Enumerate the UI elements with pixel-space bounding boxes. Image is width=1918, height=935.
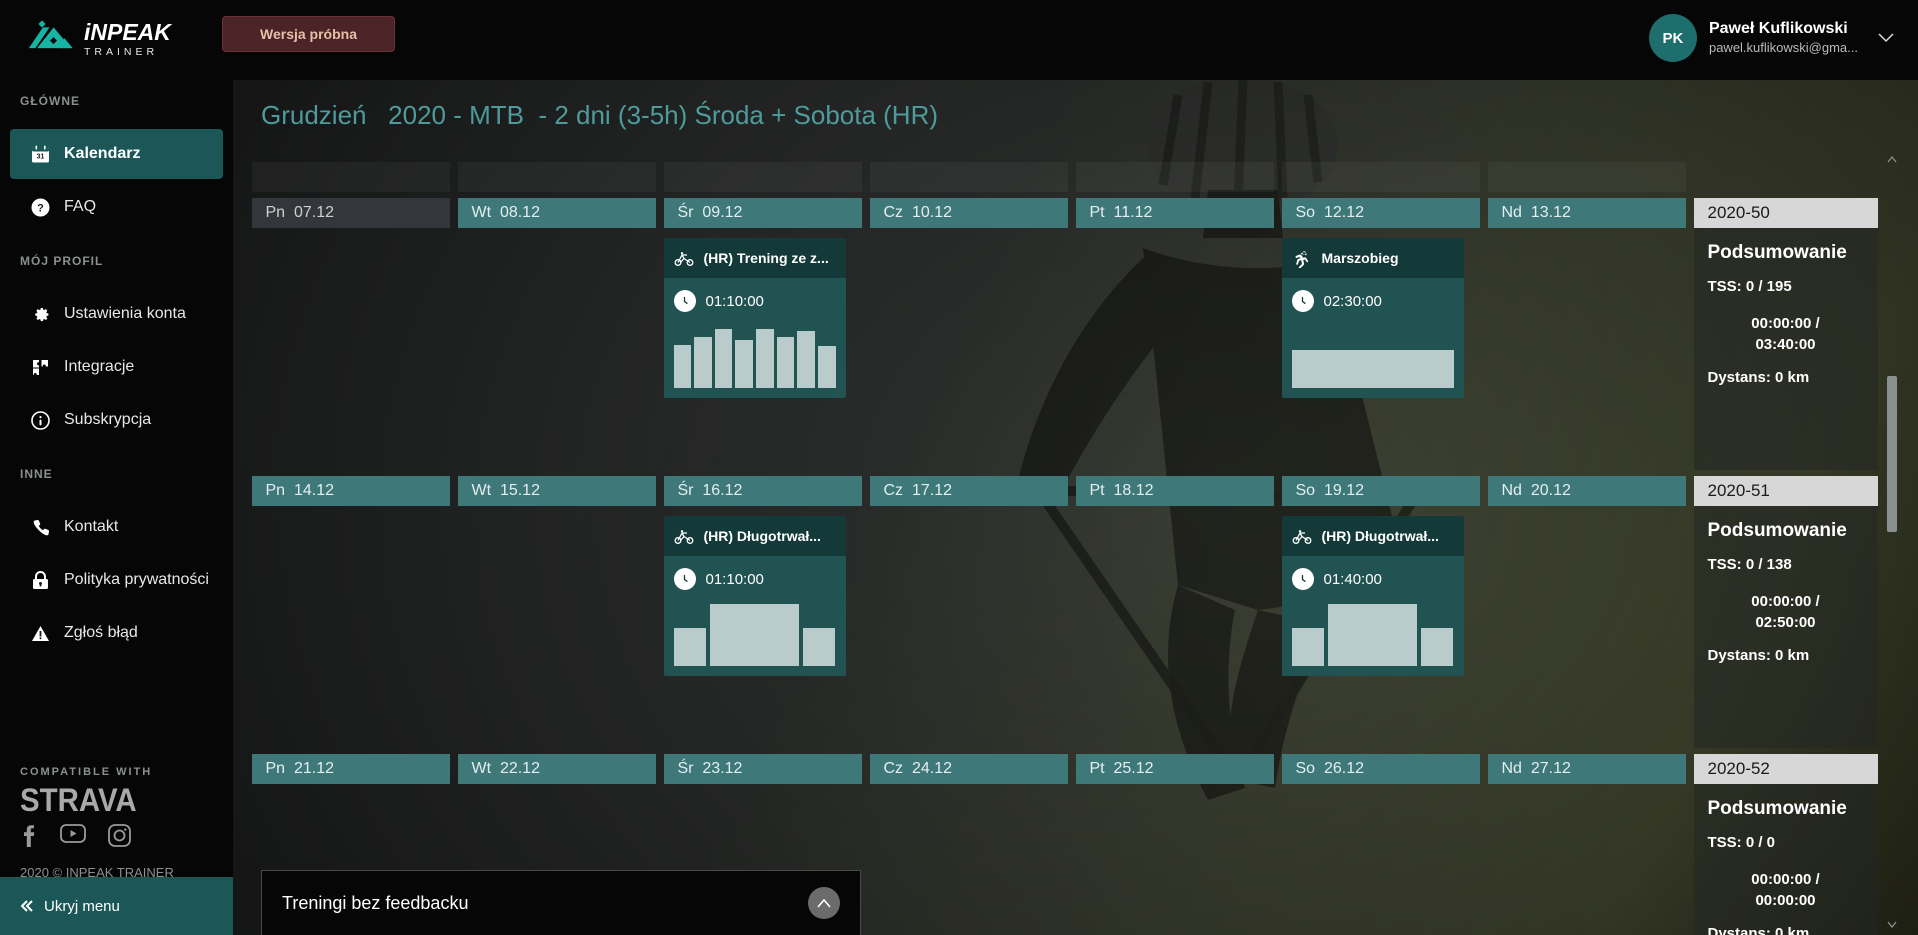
svg-text:?: ? xyxy=(37,202,44,214)
svg-text:31: 31 xyxy=(36,153,44,160)
